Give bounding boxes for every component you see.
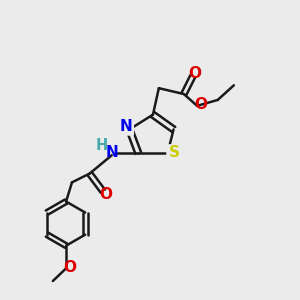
Text: S: S — [169, 146, 180, 160]
Text: O: O — [189, 66, 202, 81]
Text: N: N — [105, 146, 118, 160]
Text: N: N — [119, 119, 132, 134]
Text: O: O — [99, 187, 112, 202]
Text: N: N — [120, 119, 133, 134]
Text: O: O — [194, 97, 207, 112]
Text: S: S — [167, 146, 178, 160]
Text: H: H — [95, 138, 107, 153]
Text: O: O — [63, 260, 76, 275]
